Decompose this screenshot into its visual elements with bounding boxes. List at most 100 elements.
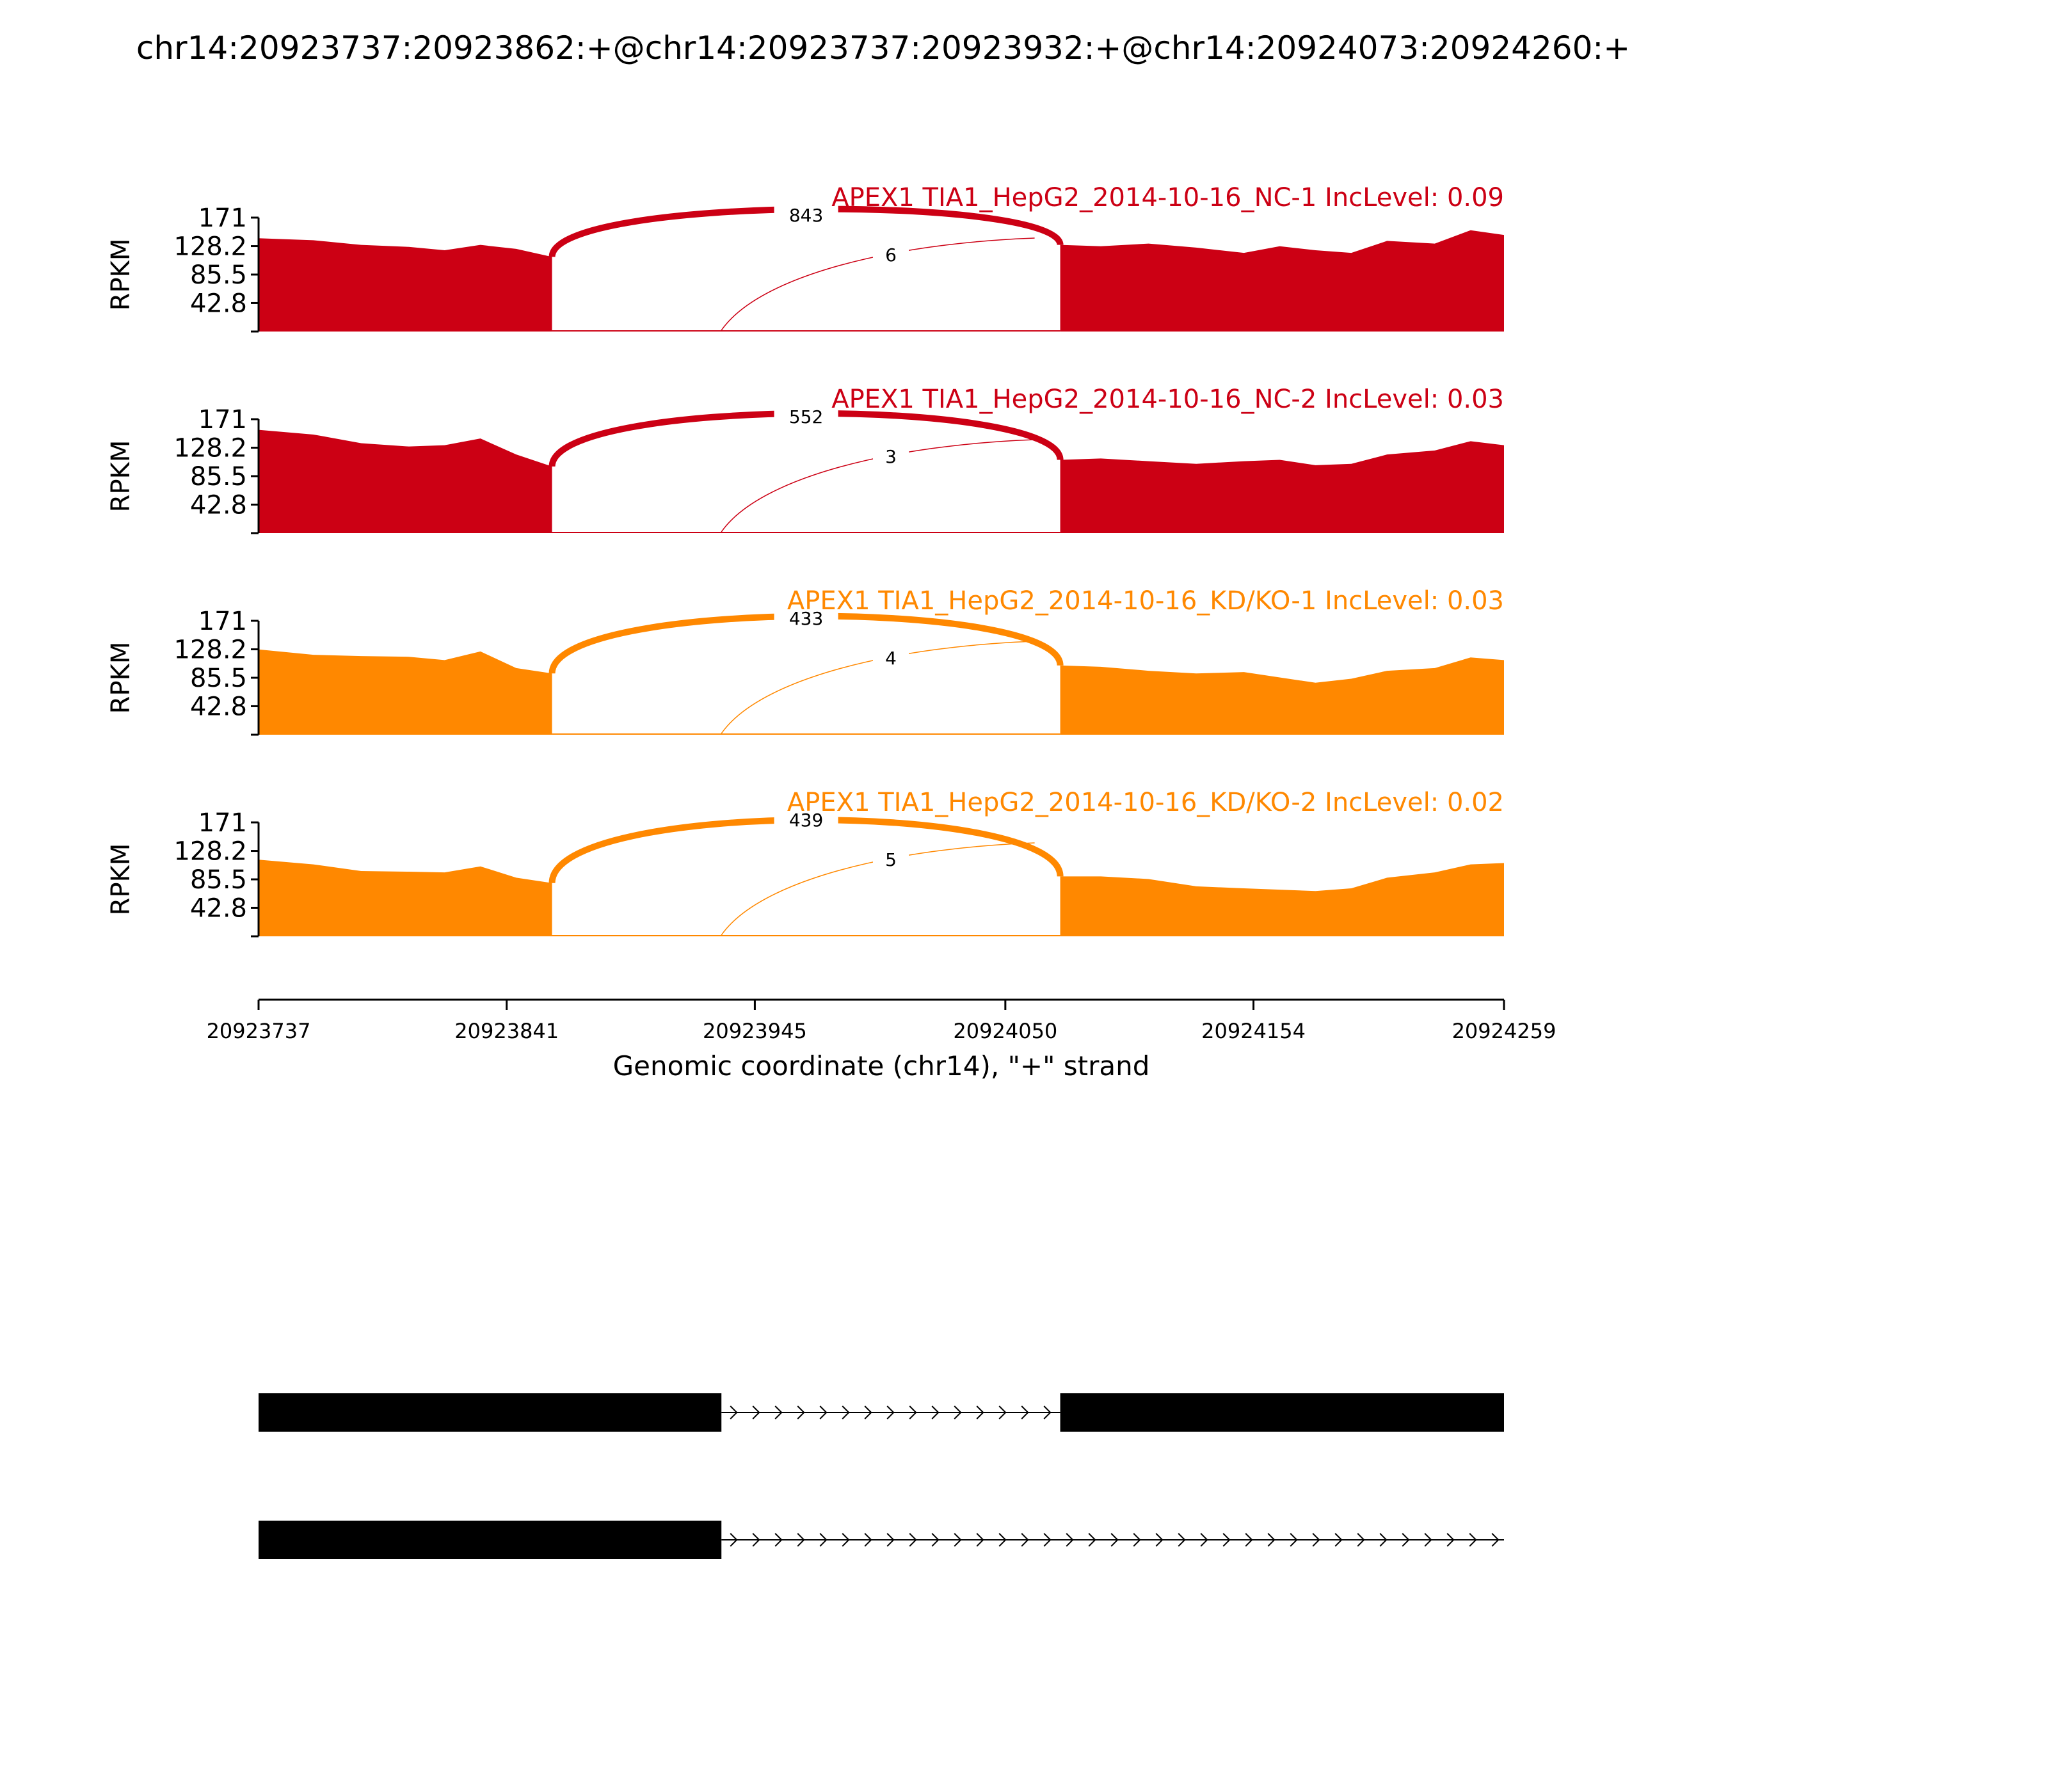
- x-tick-label: 20923841: [454, 1019, 559, 1043]
- strand-arrow: [1110, 1533, 1119, 1547]
- strand-arrow: [819, 1533, 828, 1547]
- strand-arrow: [797, 1533, 805, 1547]
- strand-arrow: [864, 1533, 872, 1547]
- y-tick-label: 85.5: [190, 865, 247, 895]
- coverage-panels: 843 6 APEX1 TIA1_HepG2_2014-10-16_NC-1 Inc…: [106, 183, 1504, 938]
- strand-arrow: [819, 1405, 828, 1420]
- strand-arrow: [1133, 1533, 1141, 1547]
- junction-count-label: 6: [885, 244, 897, 266]
- strand-arrow: [931, 1405, 940, 1420]
- strand-arrow: [1379, 1533, 1388, 1547]
- strand-arrow: [1245, 1533, 1253, 1547]
- y-tick-label: 171: [198, 808, 247, 838]
- y-tick-label: 171: [198, 607, 247, 636]
- strand-arrow: [998, 1405, 1007, 1420]
- y-tick-label: 128.2: [173, 837, 247, 867]
- isoform-1: [259, 1393, 1504, 1432]
- strand-arrow: [752, 1533, 760, 1547]
- y-axis-label: RPKM: [106, 440, 136, 513]
- sample-label: APEX1 TIA1_HepG2_2014-10-16_KD/KO-1 IncL…: [787, 586, 1504, 616]
- strand-arrow: [976, 1533, 984, 1547]
- coverage-area: [259, 429, 1504, 533]
- sample-label: APEX1 TIA1_HepG2_2014-10-16_NC-1 IncLeve…: [831, 183, 1504, 212]
- x-tick-label: 20924050: [953, 1019, 1057, 1043]
- strand-arrow: [954, 1533, 962, 1547]
- strand-arrow: [998, 1533, 1007, 1547]
- y-axis-label: RPKM: [106, 844, 136, 916]
- strand-arrow: [909, 1533, 917, 1547]
- x-tick-label: 20923945: [703, 1019, 807, 1043]
- strand-arrow: [931, 1533, 940, 1547]
- junction-count-label: 439: [789, 810, 823, 831]
- x-tick-label: 20924259: [1452, 1019, 1556, 1043]
- junction-count-bg: [873, 850, 909, 870]
- figure-title: chr14:20923737:20923862:+@chr14:20923737…: [136, 29, 1630, 67]
- strand-arrow: [1334, 1533, 1343, 1547]
- junction-count-bg: [873, 447, 909, 467]
- junction-count-label: 552: [789, 406, 823, 428]
- y-axis-label: RPKM: [106, 239, 136, 311]
- y-tick-label: 42.8: [190, 490, 247, 520]
- junction-arc-thin: [721, 842, 1035, 936]
- strand-arrow: [1088, 1533, 1096, 1547]
- junction-count-label: 5: [885, 849, 897, 870]
- junction-count-label: 3: [885, 446, 897, 467]
- junction-arc-thin: [721, 439, 1035, 532]
- strand-arrow: [1312, 1533, 1320, 1547]
- y-tick-label: 171: [198, 405, 247, 435]
- strand-arrow: [1402, 1533, 1410, 1547]
- strand-arrow: [842, 1533, 850, 1547]
- junction-count-bg: [873, 245, 909, 266]
- coverage-panel-3: 433 4 APEX1 TIA1_HepG2_2014-10-16_KD/KO-1 …: [106, 586, 1504, 736]
- y-axis-label: RPKM: [106, 642, 136, 714]
- strand-arrow: [909, 1405, 917, 1420]
- strand-arrow: [1222, 1533, 1231, 1547]
- strand-arrow: [774, 1405, 783, 1420]
- strand-arrow: [774, 1533, 783, 1547]
- strand-arrow: [954, 1405, 962, 1420]
- strand-arrow: [886, 1405, 895, 1420]
- strand-arrow: [1021, 1405, 1029, 1420]
- y-tick-label: 42.8: [190, 692, 247, 721]
- junction-count-bg: [774, 205, 838, 227]
- exon-block: [259, 1393, 722, 1432]
- y-tick-label: 128.2: [173, 636, 247, 665]
- strand-arrow: [1446, 1533, 1455, 1547]
- coverage-panel-2: 552 3 APEX1 TIA1_HepG2_2014-10-16_NC-2 Inc…: [106, 385, 1504, 534]
- strand-arrow: [1469, 1533, 1477, 1547]
- x-axis: 20923737 20923841 20923945 20924050 20924154…: [207, 998, 1556, 1082]
- coverage-panel-4: 439 5 APEX1 TIA1_HepG2_2014-10-16_KD/KO-2 …: [106, 788, 1504, 938]
- strand-arrow: [1290, 1533, 1298, 1547]
- strand-arrow: [752, 1405, 760, 1420]
- strand-arrow: [1021, 1533, 1029, 1547]
- sample-label: APEX1 TIA1_HepG2_2014-10-16_KD/KO-2 IncL…: [787, 788, 1504, 817]
- strand-arrow: [1155, 1533, 1164, 1547]
- y-tick-label: 171: [198, 204, 247, 233]
- junction-arc-thin: [721, 237, 1035, 331]
- y-tick-label: 42.8: [190, 289, 247, 318]
- strand-arrow: [1200, 1533, 1208, 1547]
- y-tick-label: 85.5: [190, 260, 247, 290]
- y-tick-label: 85.5: [190, 664, 247, 693]
- strand-arrow: [730, 1533, 738, 1547]
- x-tick-label: 20923737: [207, 1019, 311, 1043]
- isoform-2: [259, 1521, 1504, 1559]
- junction-count-bg: [774, 810, 838, 831]
- strand-arrow: [864, 1405, 872, 1420]
- x-tick-label: 20924154: [1201, 1019, 1306, 1043]
- exon-block: [259, 1521, 722, 1559]
- strand-arrow: [797, 1405, 805, 1420]
- y-tick-label: 128.2: [173, 434, 247, 463]
- strand-arrow: [1178, 1533, 1186, 1547]
- coverage-area: [259, 649, 1504, 735]
- junction-count-bg: [774, 406, 838, 428]
- coverage-panel-1: 843 6 APEX1 TIA1_HepG2_2014-10-16_NC-1 Inc…: [106, 183, 1504, 333]
- strand-arrow: [1424, 1533, 1432, 1547]
- strand-arrow: [730, 1405, 738, 1420]
- coverage-area: [259, 230, 1504, 332]
- strand-arrow: [1491, 1533, 1500, 1547]
- strand-arrow: [1357, 1533, 1365, 1547]
- junction-count-bg: [774, 608, 838, 630]
- x-axis-label: Genomic coordinate (chr14), "+" strand: [613, 1050, 1150, 1082]
